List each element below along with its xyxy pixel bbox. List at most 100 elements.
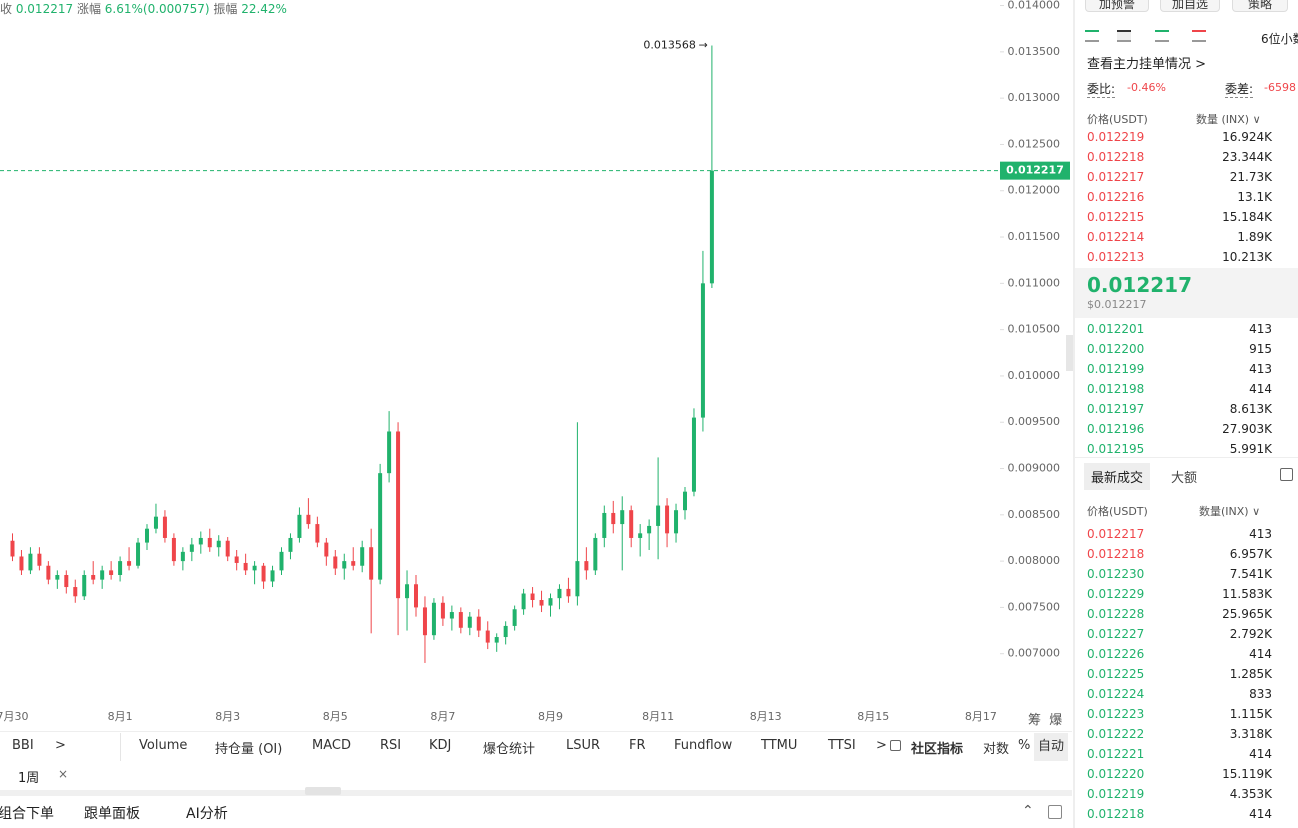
x-tick-label: 8月7 (430, 710, 455, 723)
y-tick-label: 0.013000 (1008, 91, 1061, 104)
indicator[interactable]: LSUR (566, 738, 601, 753)
tab[interactable]: 最新成交 (1084, 463, 1151, 490)
mid-bg (1075, 268, 1298, 318)
indicator[interactable]: TTSI (828, 738, 856, 753)
tab[interactable]: 大额 (1171, 471, 1198, 486)
y-tick-label: 0.010000 (1008, 369, 1061, 382)
candle-body (700, 283, 705, 418)
candle-body (243, 562, 248, 571)
diff-label: 委差: (1225, 82, 1254, 98)
indicator[interactable]: FR (629, 738, 646, 753)
quantity: 1.115K (1229, 707, 1272, 721)
candle-body (153, 516, 158, 529)
divider (0, 731, 1072, 732)
layout-icon[interactable] (1192, 30, 1206, 42)
quantity: 1.285K (1229, 667, 1272, 681)
x-tick-label: 8月15 (857, 710, 889, 723)
tool[interactable]: 爆 (1049, 713, 1063, 728)
column-header: 数量 (INX) ∨ (1196, 113, 1261, 126)
mid-price: 0.012217 (1087, 273, 1193, 297)
price: 0.012222 (1087, 727, 1145, 741)
x-tick-label: 8月9 (538, 710, 563, 723)
price: 0.012220 (1087, 767, 1145, 781)
close[interactable]: × (58, 767, 69, 781)
tab[interactable]: 跟单面板 (84, 806, 140, 822)
candle-body (405, 584, 410, 599)
main-orders-link[interactable]: 查看主力挂单情况 > (1087, 57, 1207, 72)
tool[interactable]: 筹 (1028, 713, 1042, 728)
button[interactable]: 加自选 (1160, 0, 1220, 12)
candle-body (387, 431, 392, 474)
period[interactable]: 1周 (18, 771, 40, 786)
popout-icon[interactable] (1048, 805, 1062, 819)
tab[interactable]: 组合下单 (0, 806, 54, 822)
candle-body (709, 170, 714, 284)
candle-body (64, 575, 69, 588)
quantity: 13.1K (1237, 190, 1272, 204)
indicator[interactable]: RSI (380, 738, 402, 753)
layout-icon[interactable] (1117, 30, 1131, 42)
candle-body (270, 570, 275, 582)
checkbox[interactable] (1280, 468, 1293, 481)
candle-body (82, 575, 87, 597)
price: 0.012197 (1087, 402, 1145, 416)
price: 0.012200 (1087, 342, 1145, 356)
indicator[interactable]: Volume (139, 738, 188, 753)
candle-body (46, 565, 51, 580)
button[interactable]: 加预警 (1085, 0, 1149, 12)
tab[interactable]: AI分析 (186, 806, 228, 822)
candle-body (261, 565, 266, 582)
y-tick-label: 0.011000 (1008, 276, 1061, 289)
candle-body (351, 561, 356, 566)
price: 0.012215 (1087, 210, 1145, 224)
price: 0.012217 (1087, 170, 1145, 184)
quantity: 27.903K (1222, 422, 1272, 436)
button[interactable]: 策略 (1232, 0, 1288, 12)
candle-body (485, 630, 490, 643)
indicator[interactable]: BBI (12, 738, 34, 753)
candle-body (180, 551, 185, 562)
candle-body (297, 514, 302, 538)
price: 0.012195 (1087, 442, 1145, 456)
indicator[interactable]: Fundflow (674, 738, 733, 753)
candle-body (593, 537, 598, 571)
candle-body (476, 616, 481, 631)
candle-body (548, 598, 553, 606)
candle-body (530, 593, 535, 600)
candle-body (109, 570, 114, 575)
candle-body (127, 561, 132, 566)
layout-icon[interactable] (1155, 30, 1169, 42)
splitter-handle[interactable] (305, 787, 341, 795)
quantity: 833 (1249, 687, 1272, 701)
indicator[interactable]: 持仓量 (OI) (215, 742, 283, 757)
quantity: 5.991K (1229, 442, 1272, 456)
auto-toggle[interactable]: 自动 (1034, 733, 1069, 761)
candle-body (620, 510, 625, 525)
collapse-handle[interactable] (1066, 335, 1074, 371)
layout-icon[interactable] (1085, 30, 1099, 42)
indicator[interactable]: KDJ (429, 738, 452, 753)
quantity: 6.957K (1229, 547, 1272, 561)
price: 0.012228 (1087, 607, 1145, 621)
candle-body (494, 637, 499, 643)
percent-toggle[interactable]: % (1018, 738, 1031, 753)
splitter (0, 790, 1072, 796)
x-tick-label: 7月30 (0, 710, 29, 723)
quantity: 15.184K (1222, 210, 1272, 224)
candle-body (288, 537, 293, 552)
price: 0.012218 (1087, 150, 1145, 164)
indicator[interactable]: TTMU (761, 738, 798, 753)
log-toggle[interactable]: 对数 (983, 742, 1010, 757)
price: 0.012199 (1087, 362, 1145, 376)
indicator[interactable]: 爆仓统计 (483, 742, 536, 757)
quantity: 413 (1249, 527, 1272, 541)
indicator[interactable]: MACD (312, 738, 351, 753)
candle-body (37, 553, 42, 566)
more[interactable]: > (876, 738, 887, 753)
community[interactable]: 社区指标 (911, 742, 964, 757)
more[interactable]: > (55, 738, 66, 753)
candle-body (683, 491, 687, 511)
expand-icon[interactable]: ⌃ (1022, 803, 1034, 819)
price: 0.012226 (1087, 647, 1145, 661)
decimals[interactable]: 6位小数 (1261, 32, 1298, 46)
